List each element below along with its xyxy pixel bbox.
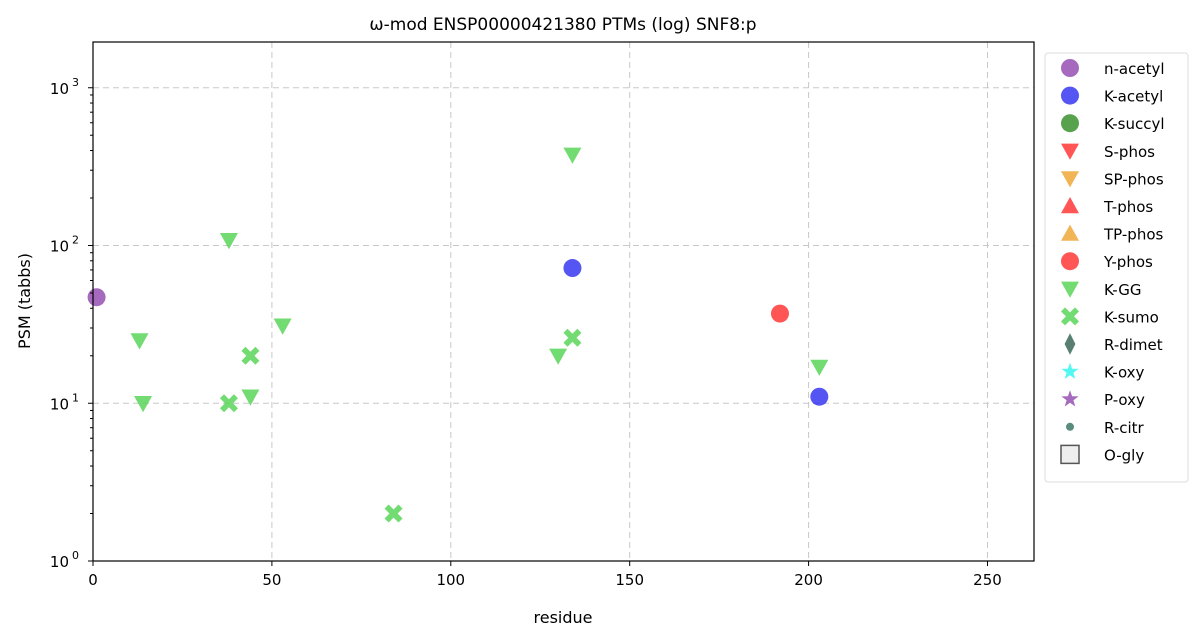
y-tick-exponent: 1 (72, 391, 79, 404)
point-k-sumo (563, 328, 582, 347)
y-axis-label: PSM (tabbs) (15, 253, 34, 349)
legend-marker-tp-phos (1061, 224, 1079, 241)
point-k-gg (241, 389, 260, 406)
legend-label: SP-phos (1104, 170, 1164, 188)
legend-label: K-acetyl (1104, 88, 1163, 106)
chart-title: ω-mod ENSP00000421380 PTMs (log) SNF8:p (369, 15, 756, 35)
legend: n-acetyl K-acetyl K-succyl S-phos SP-phos T-p… (1044, 52, 1189, 483)
legend-label: K-GG (1104, 281, 1141, 299)
legend-label: K-oxy (1104, 364, 1145, 382)
legend-label: R-citr (1104, 419, 1145, 437)
legend-label: R-dimet (1104, 336, 1163, 354)
point-k-gg (219, 233, 238, 250)
x-axis: 0 50 100 150 200 250 (88, 561, 1002, 589)
point-k-acetyl (563, 259, 582, 278)
legend-marker-o-gly (1060, 444, 1080, 465)
legend-label: Y-phos (1103, 253, 1153, 271)
point-k-sumo (241, 346, 260, 365)
point-k-gg (134, 396, 153, 413)
point-k-sumo (219, 394, 238, 413)
x-tick-label: 250 (973, 571, 1002, 589)
x-tick-label: 200 (794, 571, 823, 589)
legend-marker-y-phos (1061, 252, 1079, 271)
point-k-gg (810, 359, 829, 376)
legend-label: K-sumo (1104, 308, 1159, 326)
point-k-gg (549, 348, 568, 365)
legend-marker-k-gg (1061, 281, 1079, 298)
point-k-acetyl (810, 387, 829, 406)
x-tick-label: 0 (88, 571, 98, 589)
y-tick-exponent: 3 (72, 76, 79, 89)
y-tick-label: 10 (50, 238, 69, 256)
legend-marker-s-phos (1061, 143, 1079, 160)
legend-marker-k-sumo (1061, 307, 1079, 326)
legend-marker-r-dimet (1064, 333, 1076, 355)
legend-label: S-phos (1104, 143, 1155, 161)
y-tick-label: 10 (50, 80, 69, 98)
legend-label: T-phos (1103, 198, 1153, 216)
y-tick-exponent: 0 (72, 549, 79, 562)
legend-marker-k-acetyl (1061, 86, 1079, 105)
legend-marker-sp-phos (1061, 171, 1079, 188)
point-k-sumo (384, 504, 403, 523)
y-tick-label: 10 (50, 395, 69, 413)
legend-label: P-oxy (1104, 391, 1145, 409)
point-k-gg (130, 333, 149, 350)
point-k-gg (563, 147, 582, 164)
point-n-acetyl (87, 288, 106, 307)
point-k-gg (273, 318, 292, 335)
legend-marker-k-oxy (1061, 362, 1079, 379)
legend-label: TP-phos (1103, 226, 1163, 244)
legend-label: n-acetyl (1104, 60, 1165, 78)
y-tick-label: 10 (50, 553, 69, 571)
plot-frame (92, 41, 1035, 562)
legend-marker-r-citr (1066, 422, 1074, 431)
legend-marker-p-oxy (1061, 390, 1079, 407)
x-tick-label: 50 (262, 571, 281, 589)
legend-label: O-gly (1104, 446, 1144, 464)
data-points (87, 147, 829, 523)
legend-label: K-succyl (1104, 115, 1165, 133)
point-y-phos (770, 304, 789, 323)
grid (93, 42, 1034, 561)
x-tick-label: 100 (436, 571, 465, 589)
x-axis-label: residue (534, 608, 593, 627)
legend-marker-k-succyl (1061, 114, 1079, 133)
legend-marker-t-phos (1061, 197, 1079, 214)
x-tick-label: 150 (615, 571, 644, 589)
legend-marker-n-acetyl (1061, 59, 1079, 77)
y-tick-exponent: 2 (72, 234, 79, 247)
